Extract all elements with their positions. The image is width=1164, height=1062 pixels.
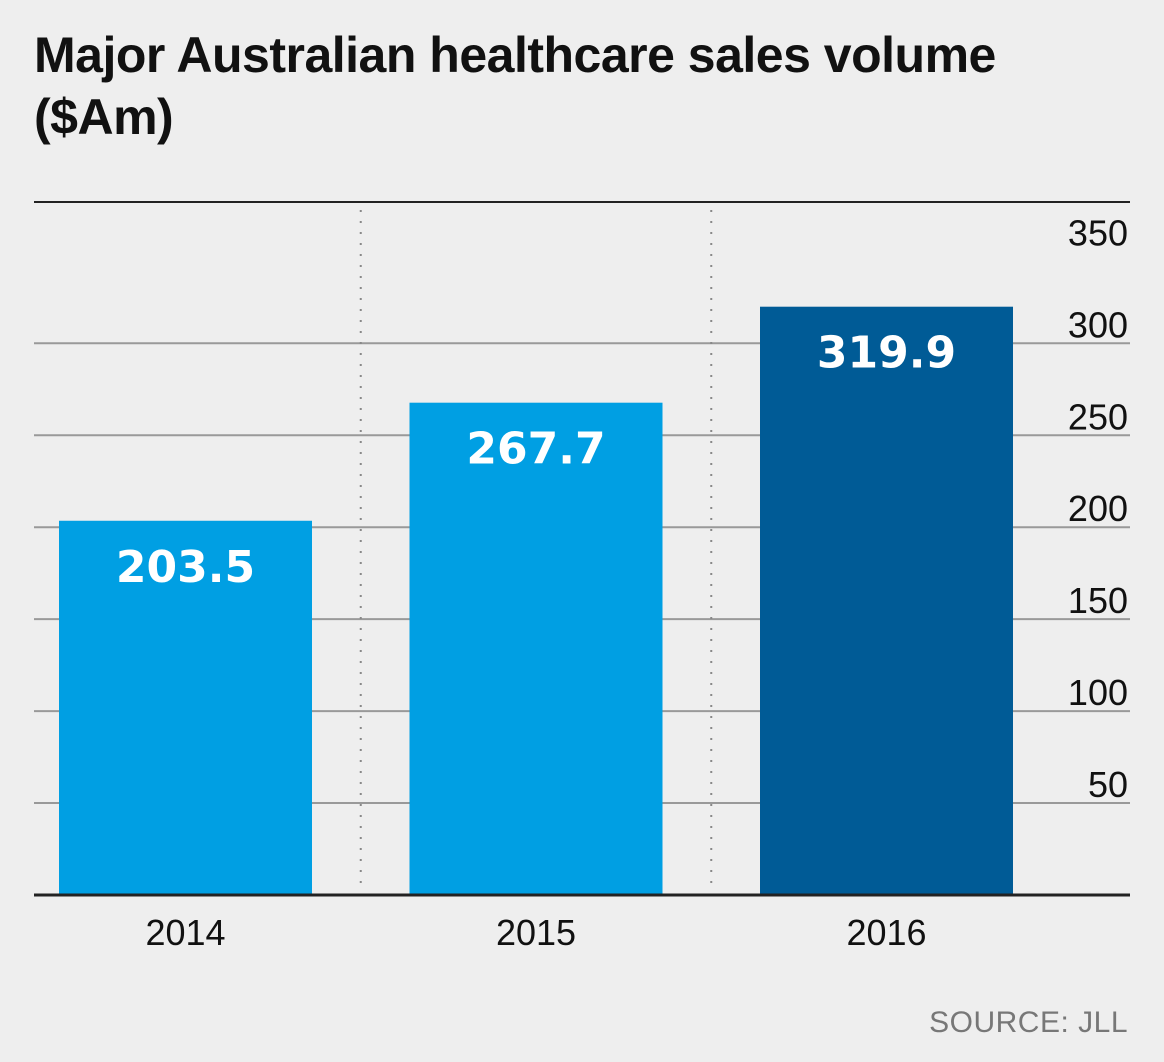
bar — [760, 306, 1013, 896]
bar-value-label: 267.7 — [466, 424, 605, 475]
y-tick-label: 350 — [1068, 212, 1128, 253]
bar-value-label: 203.5 — [116, 542, 255, 593]
y-tick-label: 250 — [1068, 396, 1128, 437]
x-tick-label: 2016 — [846, 912, 926, 953]
chart-title: Major Australian healthcare sales volume… — [34, 27, 996, 145]
y-tick-label: 300 — [1068, 304, 1128, 345]
bar — [59, 520, 312, 895]
y-tick-label: 200 — [1068, 488, 1128, 529]
y-tick-label: 150 — [1068, 580, 1128, 621]
y-tick-label: 100 — [1068, 672, 1128, 713]
bar-chart: 203.5 2014 267.7 2015 319.9 2016 50 100 150 200 25… — [34, 201, 1130, 953]
x-tick-label: 2014 — [145, 912, 225, 953]
x-tick-label: 2015 — [496, 912, 576, 953]
bar-value-label: 319.9 — [817, 328, 956, 379]
y-tick-label: 50 — [1088, 764, 1128, 805]
bar — [409, 402, 663, 895]
source-note: SOURCE: JLL — [929, 1006, 1128, 1039]
